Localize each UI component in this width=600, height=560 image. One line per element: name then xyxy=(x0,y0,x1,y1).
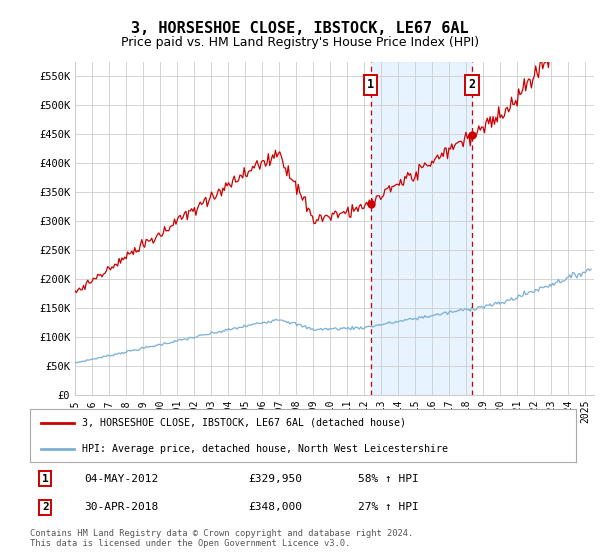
Text: 30-APR-2018: 30-APR-2018 xyxy=(85,502,159,512)
Text: 1: 1 xyxy=(42,474,49,484)
Text: 3, HORSESHOE CLOSE, IBSTOCK, LE67 6AL: 3, HORSESHOE CLOSE, IBSTOCK, LE67 6AL xyxy=(131,21,469,36)
Bar xyxy=(371,62,472,395)
Text: Price paid vs. HM Land Registry's House Price Index (HPI): Price paid vs. HM Land Registry's House … xyxy=(121,36,479,49)
Text: 27% ↑ HPI: 27% ↑ HPI xyxy=(358,502,418,512)
Text: HPI: Average price, detached house, North West Leicestershire: HPI: Average price, detached house, Nort… xyxy=(82,444,448,454)
Text: 2: 2 xyxy=(469,78,476,91)
Text: 2: 2 xyxy=(42,502,49,512)
Text: 1: 1 xyxy=(367,78,374,91)
Text: 04-MAY-2012: 04-MAY-2012 xyxy=(85,474,159,484)
Text: Contains HM Land Registry data © Crown copyright and database right 2024.
This d: Contains HM Land Registry data © Crown c… xyxy=(30,529,413,548)
Text: 3, HORSESHOE CLOSE, IBSTOCK, LE67 6AL (detached house): 3, HORSESHOE CLOSE, IBSTOCK, LE67 6AL (d… xyxy=(82,418,406,428)
Text: £329,950: £329,950 xyxy=(248,474,302,484)
Text: £348,000: £348,000 xyxy=(248,502,302,512)
Text: 58% ↑ HPI: 58% ↑ HPI xyxy=(358,474,418,484)
